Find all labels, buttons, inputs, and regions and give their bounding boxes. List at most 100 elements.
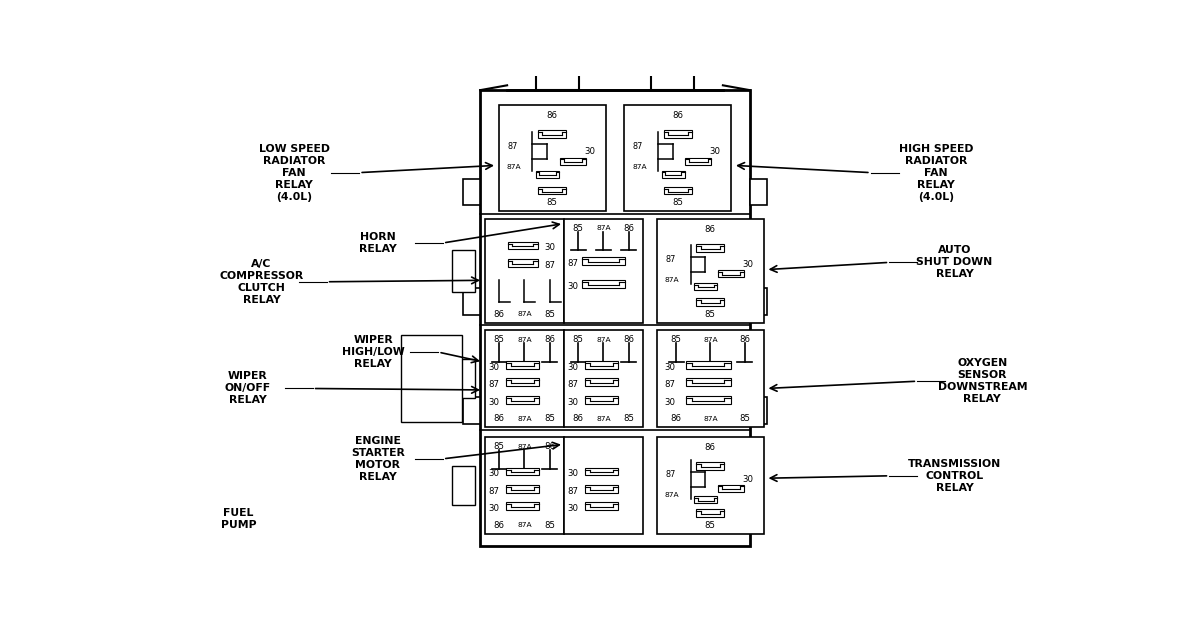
Text: WIPER
ON/OFF
RELAY: WIPER ON/OFF RELAY (224, 372, 271, 406)
Bar (696, 298, 725, 306)
Bar (722, 272, 740, 275)
Text: 86: 86 (544, 442, 556, 451)
Bar (692, 398, 724, 401)
Text: 30: 30 (664, 398, 676, 406)
Bar (539, 186, 566, 195)
Bar (508, 241, 538, 249)
Bar (590, 381, 613, 383)
Bar (539, 130, 566, 138)
Bar (652, 66, 694, 90)
Text: 30: 30 (568, 398, 578, 406)
Bar (511, 505, 534, 507)
Text: 87A: 87A (665, 492, 679, 498)
Bar (586, 485, 618, 493)
Text: 86: 86 (493, 414, 504, 423)
Bar (664, 186, 691, 195)
Text: 86: 86 (572, 414, 583, 423)
Bar (718, 484, 744, 491)
Text: 30: 30 (584, 147, 595, 156)
Bar (718, 270, 744, 277)
Text: 30: 30 (664, 363, 676, 372)
Bar (506, 503, 539, 510)
Text: FUEL
PUMP: FUEL PUMP (221, 508, 256, 530)
Bar (722, 486, 740, 489)
Text: 30: 30 (568, 282, 578, 291)
Bar (540, 172, 556, 175)
Text: 86: 86 (671, 414, 682, 423)
Text: 87A: 87A (596, 416, 611, 421)
Bar (697, 498, 714, 501)
Bar (586, 467, 618, 475)
Bar (452, 250, 475, 292)
Text: 86: 86 (704, 443, 716, 452)
Text: 86: 86 (493, 521, 504, 530)
Bar (499, 105, 606, 212)
Text: 86: 86 (704, 225, 716, 234)
Bar (656, 219, 763, 323)
Text: 87: 87 (488, 380, 499, 389)
Text: 87: 87 (665, 471, 676, 479)
Text: 30: 30 (568, 469, 578, 478)
Text: 87: 87 (488, 487, 499, 496)
Bar (701, 464, 720, 467)
Bar (536, 171, 559, 178)
Bar (511, 487, 534, 490)
Bar (511, 398, 534, 401)
Text: 86: 86 (739, 336, 750, 345)
Bar (692, 381, 724, 383)
Bar (701, 246, 720, 249)
Bar (564, 219, 643, 323)
Bar (588, 282, 618, 285)
Text: 87: 87 (665, 255, 676, 264)
Text: LOW SPEED
RADIATOR
FAN
RELAY
(4.0L): LOW SPEED RADIATOR FAN RELAY (4.0L) (259, 144, 330, 202)
Text: 30: 30 (568, 363, 578, 372)
Bar (560, 158, 586, 164)
Bar (590, 505, 613, 507)
Text: 87A: 87A (506, 164, 521, 170)
Bar (689, 159, 708, 162)
Bar (664, 130, 691, 138)
Bar (668, 132, 688, 135)
Text: 85: 85 (704, 521, 716, 530)
Bar (511, 363, 534, 365)
Text: 85: 85 (572, 224, 583, 233)
Text: WIPER
HIGH/LOW
RELAY: WIPER HIGH/LOW RELAY (342, 335, 404, 369)
Bar (506, 467, 539, 475)
Bar (511, 381, 534, 383)
Text: 30: 30 (488, 398, 499, 406)
Bar (564, 159, 582, 162)
Bar (586, 361, 618, 369)
Text: 85: 85 (493, 336, 504, 345)
Text: 87A: 87A (703, 416, 718, 421)
Bar (696, 244, 725, 252)
Text: 30: 30 (544, 243, 556, 253)
Text: 86: 86 (493, 310, 504, 319)
Bar (701, 301, 720, 303)
Bar (542, 132, 562, 135)
Bar (656, 437, 763, 534)
Bar (452, 466, 475, 505)
Bar (685, 158, 712, 164)
Text: 87A: 87A (517, 522, 532, 529)
Bar (480, 90, 750, 546)
Bar (485, 330, 564, 427)
Bar (582, 257, 625, 265)
Bar (590, 469, 613, 472)
Text: 87A: 87A (632, 164, 647, 170)
Text: 30: 30 (488, 469, 499, 478)
Bar (452, 359, 475, 398)
Text: 87: 87 (508, 142, 517, 151)
Text: 87A: 87A (517, 416, 532, 421)
Bar (512, 261, 533, 264)
Text: 85: 85 (739, 414, 750, 423)
Bar (564, 437, 643, 534)
Text: 85: 85 (671, 336, 682, 345)
Text: 85: 85 (623, 414, 634, 423)
Text: 86: 86 (544, 336, 556, 345)
Bar (463, 397, 480, 423)
Text: 87: 87 (544, 261, 556, 270)
Bar (506, 361, 539, 369)
Text: 87A: 87A (703, 337, 718, 343)
Bar (590, 398, 613, 401)
Bar (485, 219, 564, 323)
